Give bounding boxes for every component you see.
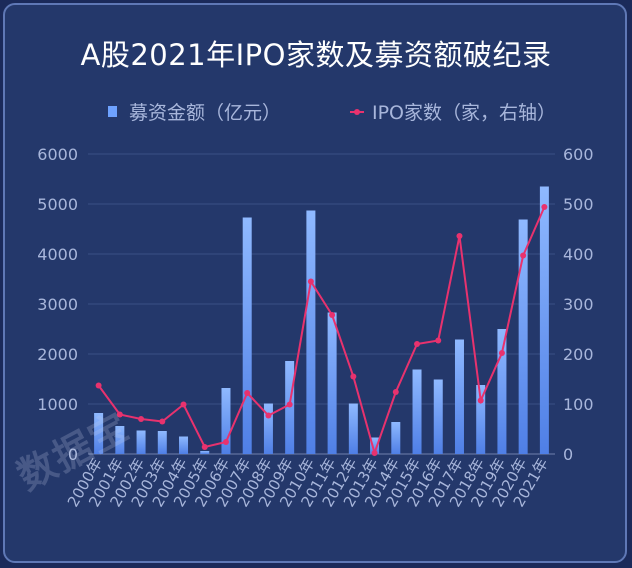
line-point [350,373,357,380]
y-left-tick-label: 1000 [37,395,78,414]
line-point [222,439,229,445]
bar [433,379,443,454]
y-right-tick-label: 100 [563,395,594,414]
y-left-tick-label: 0 [68,445,78,464]
line-point [116,411,123,418]
legend-label-ipo-count: IPO家数（家，右轴） [372,102,557,124]
line-point [286,401,293,408]
line-point [371,450,378,456]
bar [221,388,231,454]
legend-item-ipo-count[interactable]: IPO家数（家，右轴） [350,98,556,125]
line-point [456,233,463,239]
bar [497,329,507,454]
bar [370,437,380,454]
bar [476,385,486,454]
bar [348,403,358,454]
line-point [307,278,314,285]
y-right-tick-label: 600 [563,145,594,164]
line-point [414,341,421,347]
line-point [520,252,527,259]
line-point [95,382,102,389]
y-right-tick-label: 200 [563,345,594,364]
y-left-tick-label: 3000 [37,295,78,314]
line-point [498,350,505,356]
line-point [159,418,166,425]
y-left-tick-label: 2000 [37,345,78,364]
legend-item-fundraising[interactable]: 募资金额（亿元） [108,98,281,125]
line-point [541,204,548,210]
legend-bar-swatch [108,106,117,117]
bar [391,422,401,454]
line-point [201,444,208,450]
bar [518,219,528,454]
line-point [435,337,442,344]
bar [539,186,549,454]
y-right-tick-label: 300 [563,295,594,314]
bar [157,431,167,454]
line-point [138,416,145,422]
bar [94,413,104,454]
bar [115,426,125,454]
bar [306,210,316,454]
bar [136,430,146,454]
series-line-ipo-count [97,206,546,457]
bar [263,403,273,454]
y-right-tick-label: 400 [563,245,594,264]
bar [179,436,189,454]
bar [242,217,252,454]
bar [327,312,337,454]
y-right-tick-label: 0 [563,445,573,464]
bar [200,451,210,454]
line-point [329,312,336,318]
line-point [392,389,399,395]
bar [454,339,464,454]
chart-title: A股2021年IPO家数及募资额破纪录 [80,38,552,72]
line-point [244,390,251,396]
bar [412,369,422,454]
y-right-tick-label: 500 [563,195,594,214]
line-point [477,397,484,404]
legend-label-fundraising: 募资金额（亿元） [129,102,282,124]
y-left-tick-label: 4000 [37,245,78,264]
line-point [265,412,272,419]
legend-line-swatch [350,107,364,117]
y-left-tick-label: 6000 [37,145,78,164]
line-point [180,401,187,408]
y-left-tick-label: 5000 [37,195,78,214]
